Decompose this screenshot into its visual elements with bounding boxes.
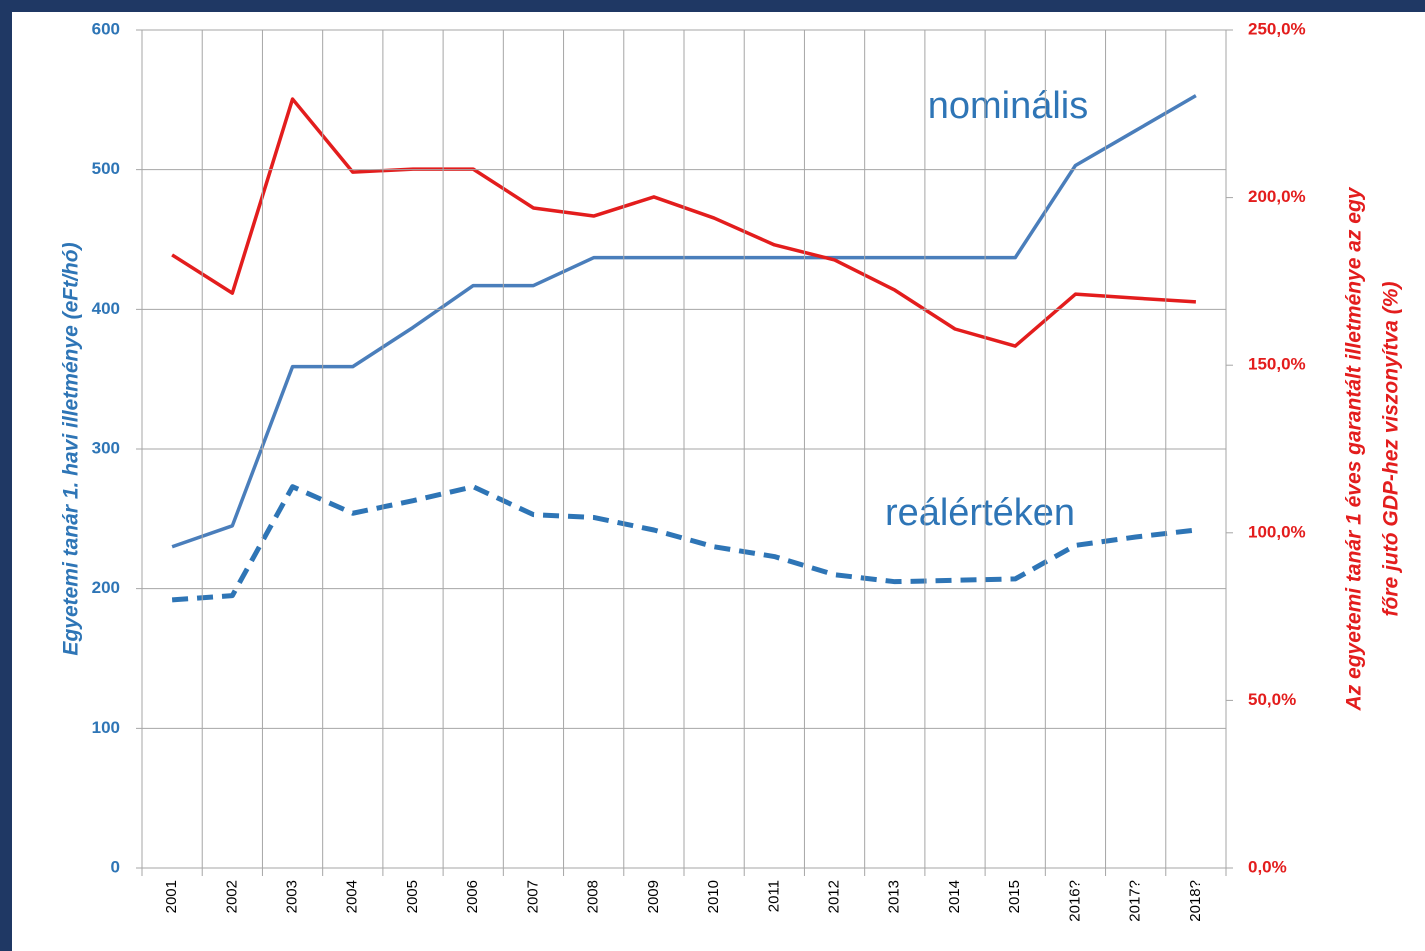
series-line xyxy=(171,484,1197,603)
x-tick-label: 2012 xyxy=(826,880,843,913)
y2-tick-label: 100,0% xyxy=(1248,522,1306,541)
x-tick-label: 2004 xyxy=(344,880,361,913)
series-annotation: reálértéken xyxy=(885,492,1075,534)
x-tick-label: 2016? xyxy=(1066,880,1083,922)
y2-axis-title: főre jutó GDP-hez viszonyítva (%) xyxy=(1380,282,1403,617)
y-tick-label: 300 xyxy=(92,438,120,457)
y2-tick-label: 150,0% xyxy=(1248,355,1306,374)
x-tick-label: 2011 xyxy=(765,880,782,912)
y-tick-label: 0 xyxy=(111,857,120,876)
x-tick-label: 2018? xyxy=(1187,880,1204,922)
series-annotation: nominális xyxy=(928,85,1089,127)
x-tick-label: 2003 xyxy=(284,880,301,913)
y2-tick-label: 250,0% xyxy=(1248,19,1306,38)
x-tick-label: 2001 xyxy=(163,880,180,913)
y-tick-label: 200 xyxy=(92,578,120,597)
x-tick-label: 2002 xyxy=(223,880,240,913)
x-tick-label: 2010 xyxy=(705,880,722,913)
y-tick-label: 500 xyxy=(92,159,120,178)
y-tick-label: 600 xyxy=(92,19,120,38)
x-tick-label: 2006 xyxy=(464,880,481,913)
x-tick-label: 2008 xyxy=(585,880,602,913)
y2-tick-label: 0,0% xyxy=(1248,857,1287,876)
x-tick-label: 2013 xyxy=(886,880,903,913)
y2-tick-label: 200,0% xyxy=(1248,187,1306,206)
x-tick-label: 2015 xyxy=(1006,880,1023,913)
x-tick-label: 2007 xyxy=(524,880,541,913)
x-tick-label: 2017? xyxy=(1127,880,1144,922)
x-tick-label: 2014 xyxy=(946,880,963,913)
x-tick-label: 2005 xyxy=(404,880,421,913)
y2-axis-title: Az egyetemi tanár 1 éves garantált illet… xyxy=(1343,186,1366,711)
x-tick-label: 2009 xyxy=(645,880,662,913)
chart-background xyxy=(12,12,1425,951)
y-tick-label: 400 xyxy=(92,299,120,318)
y2-tick-label: 50,0% xyxy=(1248,690,1296,709)
y-axis-title: Egyetemi tanár 1. havi illetménye (eFt/h… xyxy=(60,242,83,655)
y-tick-label: 100 xyxy=(92,718,120,737)
